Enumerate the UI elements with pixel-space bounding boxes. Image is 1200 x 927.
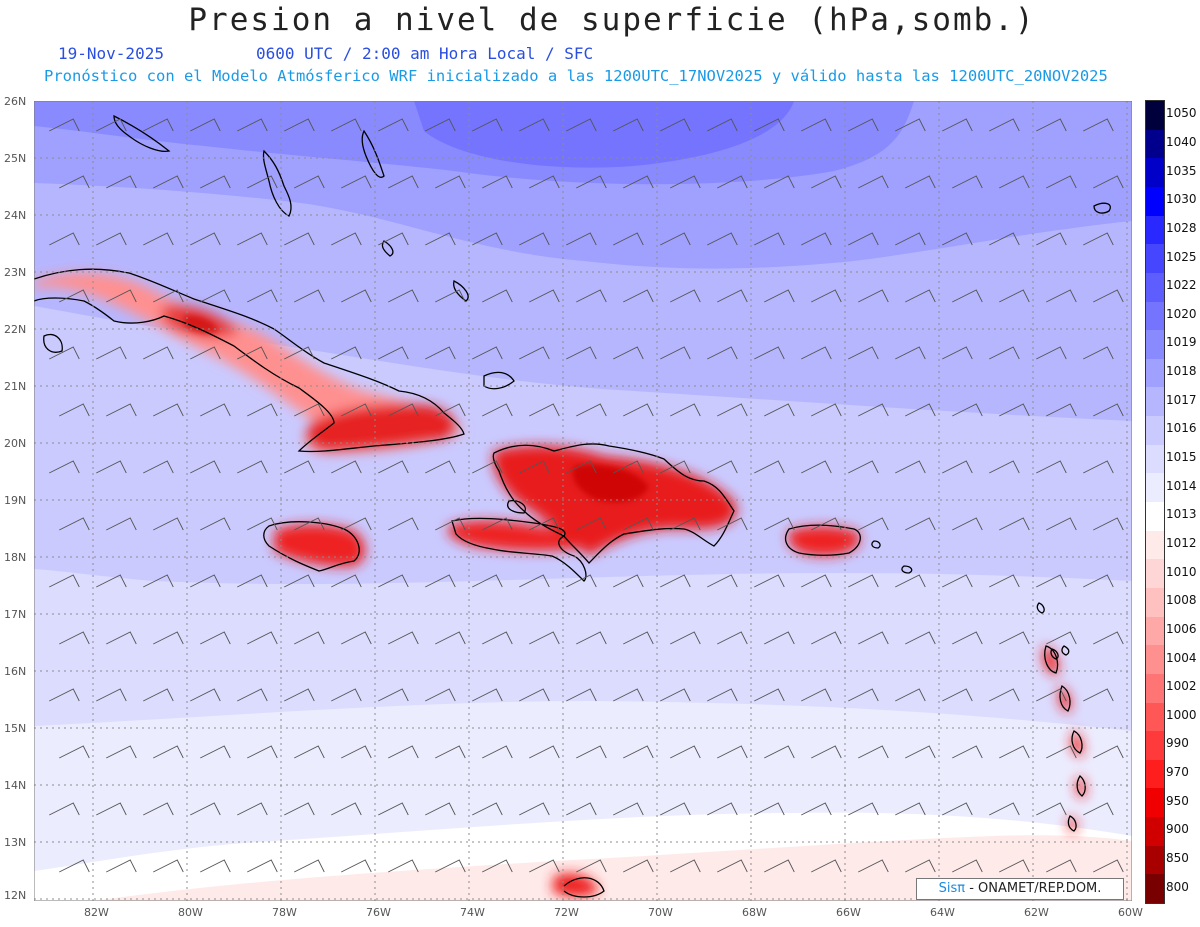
colorbar-level-label: 1028 <box>1166 221 1197 235</box>
colorbar-level-label: 800 <box>1166 880 1189 894</box>
colorbar-level-label: 1017 <box>1166 393 1197 407</box>
lat-label: 13N <box>4 836 26 849</box>
colorbar-level-label: 990 <box>1166 736 1189 750</box>
colorbar-level-label: 1013 <box>1166 507 1197 521</box>
colorbar-swatch <box>1146 531 1164 560</box>
colorbar <box>1145 100 1165 904</box>
lon-label: 78W <box>272 906 297 919</box>
forecast-date: 19-Nov-2025 <box>58 44 164 63</box>
colorbar-swatch <box>1146 817 1164 846</box>
lat-label: 20N <box>4 437 26 450</box>
colorbar-level-label: 1014 <box>1166 479 1197 493</box>
colorbar-level-label: 1008 <box>1166 593 1197 607</box>
colorbar-level-label: 1010 <box>1166 565 1197 579</box>
lat-label: 26N <box>4 95 26 108</box>
pressure-map <box>34 101 1132 901</box>
colorbar-swatch <box>1146 788 1164 817</box>
model-info: Pronóstico con el Modelo Atmósferico WRF… <box>44 67 1108 85</box>
lon-label: 62W <box>1024 906 1049 919</box>
colorbar-level-label: 900 <box>1166 822 1189 836</box>
colorbar-level-label: 1004 <box>1166 651 1197 665</box>
map-area <box>34 101 1132 901</box>
colorbar-swatch <box>1146 330 1164 359</box>
colorbar-swatch <box>1146 588 1164 617</box>
colorbar-level-label: 970 <box>1166 765 1189 779</box>
lon-label: 74W <box>460 906 485 919</box>
colorbar-level-label: 1025 <box>1166 250 1197 264</box>
sispi-logo-text: Sisπ <box>939 881 965 896</box>
colorbar-level-label: 1020 <box>1166 307 1197 321</box>
colorbar-swatch <box>1146 473 1164 502</box>
colorbar-level-label: 1022 <box>1166 278 1197 292</box>
colorbar-level-label: 1050 <box>1166 106 1197 120</box>
subtitle-date-line: 19-Nov-2025 0600 UTC / 2:00 am Hora Loca… <box>58 44 164 63</box>
colorbar-swatch <box>1146 445 1164 474</box>
colorbar-swatch <box>1146 874 1164 903</box>
chart-title: Presion a nivel de superficie (hPa,somb.… <box>0 2 1200 38</box>
colorbar-level-label: 1012 <box>1166 536 1197 550</box>
colorbar-swatch <box>1146 216 1164 245</box>
lat-label: 24N <box>4 209 26 222</box>
lat-label: 23N <box>4 266 26 279</box>
colorbar-swatch <box>1146 273 1164 302</box>
colorbar-level-label: 1015 <box>1166 450 1197 464</box>
colorbar-swatch <box>1146 416 1164 445</box>
lat-label: 12N <box>4 889 26 902</box>
lon-label: 66W <box>836 906 861 919</box>
lat-label: 19N <box>4 494 26 507</box>
colorbar-level-label: 1019 <box>1166 335 1197 349</box>
colorbar-swatch <box>1146 158 1164 187</box>
lon-label: 60W <box>1118 906 1143 919</box>
colorbar-swatch <box>1146 559 1164 588</box>
colorbar-swatch <box>1146 359 1164 388</box>
colorbar-swatch <box>1146 244 1164 273</box>
colorbar-swatch <box>1146 130 1164 159</box>
lat-label: 17N <box>4 608 26 621</box>
colorbar-swatch <box>1146 846 1164 875</box>
colorbar-level-label: 1002 <box>1166 679 1197 693</box>
lon-label: 82W <box>84 906 109 919</box>
lat-label: 22N <box>4 323 26 336</box>
colorbar-swatch <box>1146 502 1164 531</box>
colorbar-level-label: 1006 <box>1166 622 1197 636</box>
colorbar-swatch <box>1146 703 1164 732</box>
lon-label: 76W <box>366 906 391 919</box>
colorbar-level-label: 1000 <box>1166 708 1197 722</box>
colorbar-swatch <box>1146 645 1164 674</box>
forecast-time: 0600 UTC / 2:00 am Hora Local / SFC <box>256 44 593 63</box>
colorbar-swatch <box>1146 674 1164 703</box>
colorbar-swatch <box>1146 101 1164 130</box>
colorbar-swatch <box>1146 302 1164 331</box>
lat-label: 16N <box>4 665 26 678</box>
colorbar-level-label: 850 <box>1166 851 1189 865</box>
colorbar-swatch <box>1146 731 1164 760</box>
credit-org: - ONAMET/REP.DOM. <box>969 881 1101 896</box>
lon-label: 64W <box>930 906 955 919</box>
colorbar-level-label: 1018 <box>1166 364 1197 378</box>
colorbar-level-label: 1035 <box>1166 164 1197 178</box>
lat-label: 25N <box>4 152 26 165</box>
lat-label: 14N <box>4 779 26 792</box>
colorbar-swatch <box>1146 387 1164 416</box>
lat-label: 21N <box>4 380 26 393</box>
lon-label: 70W <box>648 906 673 919</box>
colorbar-swatch <box>1146 617 1164 646</box>
colorbar-swatch <box>1146 760 1164 789</box>
colorbar-level-label: 1030 <box>1166 192 1197 206</box>
lat-label: 18N <box>4 551 26 564</box>
colorbar-level-label: 1040 <box>1166 135 1197 149</box>
colorbar-swatch <box>1146 187 1164 216</box>
lon-label: 80W <box>178 906 203 919</box>
lon-label: 68W <box>742 906 767 919</box>
lat-label: 15N <box>4 722 26 735</box>
credit-box: Sisπ - ONAMET/REP.DOM. <box>916 878 1124 900</box>
lon-label: 72W <box>554 906 579 919</box>
colorbar-level-label: 1016 <box>1166 421 1197 435</box>
colorbar-level-label: 950 <box>1166 794 1189 808</box>
